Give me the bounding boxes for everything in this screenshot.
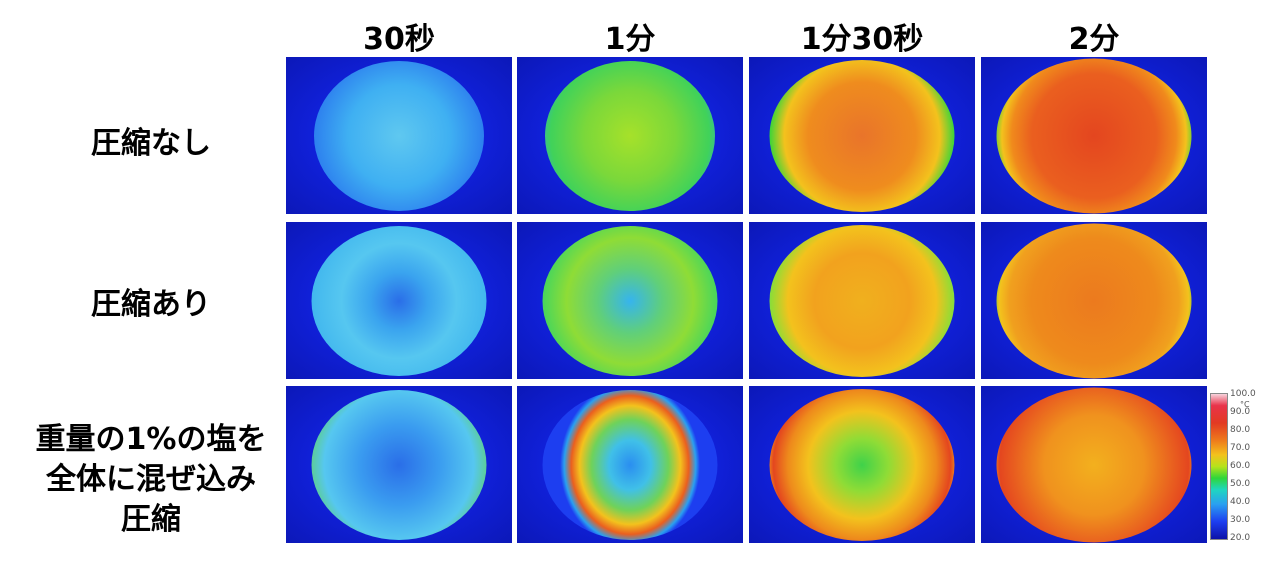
thermal-image-r1-1m <box>517 57 743 214</box>
row-label-line: 圧縮なし <box>91 126 211 161</box>
column-label-2m: 2分 <box>1068 22 1120 57</box>
dish <box>311 389 487 540</box>
row-label-no-compression: 圧縮なし <box>20 124 282 164</box>
column-label-1m: 1分 <box>604 22 656 57</box>
thermal-image-r2-1m30s <box>749 222 975 379</box>
colorbar-tick: 60.0 <box>1230 461 1251 471</box>
column-label-30s: 30秒 <box>363 22 435 57</box>
colorbar-tick: 20.0 <box>1230 533 1251 543</box>
dish <box>769 59 955 212</box>
colorbar-tick: 90.0 <box>1230 407 1251 417</box>
row-label-line: 全体に混ぜ込み <box>46 462 256 497</box>
dish <box>545 60 715 211</box>
dish <box>996 223 1192 378</box>
dish <box>542 389 718 540</box>
column-label-1m30s: 1分30秒 <box>800 22 924 57</box>
dish <box>996 387 1192 542</box>
thermal-image-r3-1m <box>517 386 743 543</box>
thermal-image-r1-2m <box>981 57 1207 214</box>
thermal-image-r2-1m <box>517 222 743 379</box>
temperature-colorbar <box>1210 393 1228 540</box>
row-label-line: 圧縮 <box>121 502 181 537</box>
thermal-image-r3-1m30s <box>749 386 975 543</box>
row-label-line: 圧縮あり <box>91 287 211 322</box>
row-label-line: 重量の1%の塩を <box>35 422 267 457</box>
thermal-image-r1-1m30s <box>749 57 975 214</box>
dish <box>314 60 484 211</box>
thermal-image-r3-30s <box>286 386 512 543</box>
row-label-compressed: 圧縮あり <box>20 285 282 325</box>
dish <box>996 58 1192 213</box>
dish <box>311 225 487 376</box>
thermal-image-r3-2m <box>981 386 1207 543</box>
dish <box>769 388 955 541</box>
row-label-salt-compressed: 重量の1%の塩を 全体に混ぜ込み 圧縮 <box>20 420 282 540</box>
thermal-image-r2-2m <box>981 222 1207 379</box>
colorbar-tick: 30.0 <box>1230 515 1251 525</box>
colorbar-tick: 70.0 <box>1230 443 1251 453</box>
colorbar-tick: 100.0 <box>1230 389 1256 399</box>
colorbar-tick: 80.0 <box>1230 425 1251 435</box>
dish <box>769 224 955 377</box>
thermal-image-r1-30s <box>286 57 512 214</box>
dish <box>542 225 718 376</box>
colorbar-tick: 50.0 <box>1230 479 1251 489</box>
colorbar-tick: 40.0 <box>1230 497 1251 507</box>
thermal-image-r2-30s <box>286 222 512 379</box>
colorbar-unit: °C <box>1240 400 1250 409</box>
